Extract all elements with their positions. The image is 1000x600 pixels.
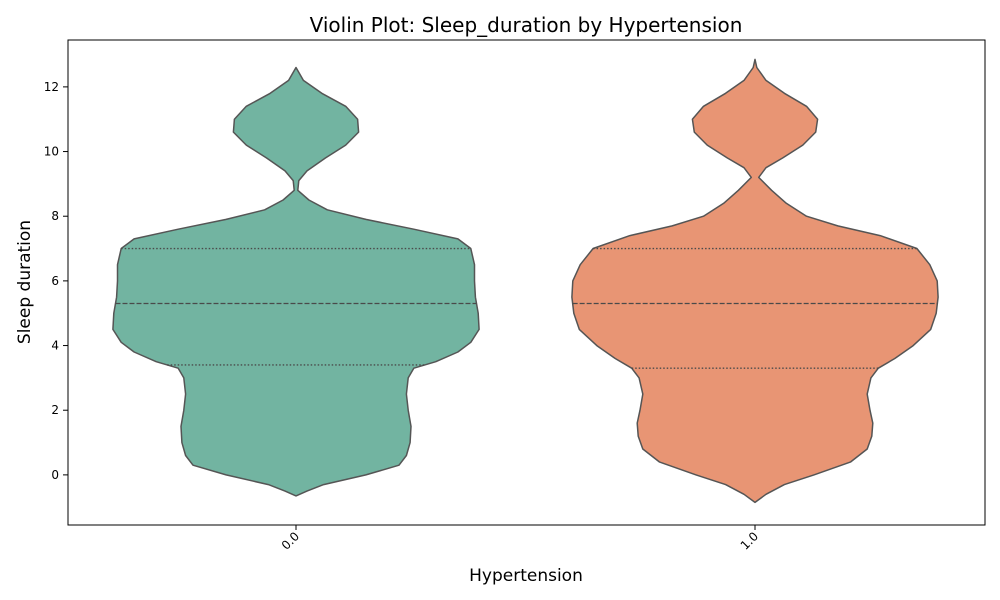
plot-frame bbox=[67, 39, 986, 526]
y-tick-label: 12 bbox=[44, 80, 59, 94]
y-tick-label: 6 bbox=[51, 274, 59, 288]
y-tick-label: 4 bbox=[51, 339, 59, 353]
y-tick-label: 2 bbox=[51, 403, 59, 417]
chart-title: Violin Plot: Sleep_duration by Hypertens… bbox=[310, 13, 743, 37]
y-tick-label: 10 bbox=[44, 145, 59, 159]
violin-0.0 bbox=[112, 66, 480, 497]
y-tick-label: 0 bbox=[51, 468, 59, 482]
violin-1.0 bbox=[571, 58, 939, 504]
plot-area bbox=[112, 58, 939, 504]
y-tick-label: 8 bbox=[51, 209, 59, 223]
y-axis-label: Sleep duration bbox=[15, 220, 35, 344]
x-axis-label: Hypertension bbox=[469, 566, 583, 586]
